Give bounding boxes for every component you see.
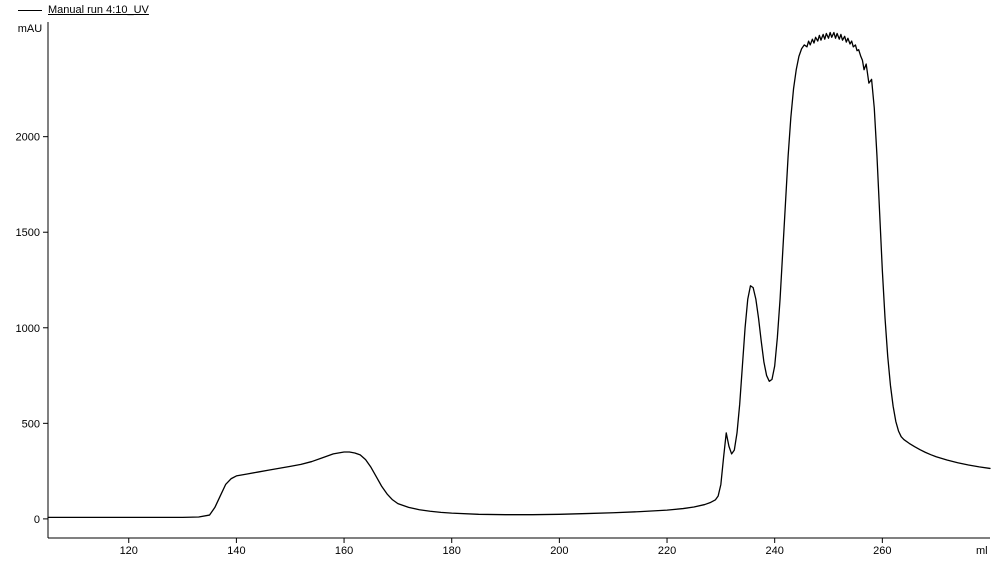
svg-text:2000: 2000 — [16, 132, 40, 144]
svg-text:ml: ml — [976, 545, 988, 557]
svg-text:140: 140 — [227, 545, 245, 557]
svg-text:220: 220 — [658, 545, 676, 557]
svg-text:160: 160 — [335, 545, 353, 557]
svg-text:0: 0 — [34, 514, 40, 526]
svg-text:180: 180 — [443, 545, 461, 557]
chromatogram-chart: 0 500 1000 1500 2000 mAU 120 140 160 180 200 220 240… — [0, 0, 1000, 561]
chromatogram-container: Manual run 4:10_UV 0500100015002000mAU12… — [0, 0, 1000, 561]
svg-text:mAU: mAU — [18, 23, 43, 35]
svg-text:1000: 1000 — [16, 323, 40, 335]
svg-text:500: 500 — [22, 418, 40, 430]
svg-text:120: 120 — [120, 545, 138, 557]
svg-text:240: 240 — [766, 545, 784, 557]
svg-text:260: 260 — [873, 545, 891, 557]
svg-text:1500: 1500 — [16, 227, 40, 239]
svg-text:200: 200 — [550, 545, 568, 557]
